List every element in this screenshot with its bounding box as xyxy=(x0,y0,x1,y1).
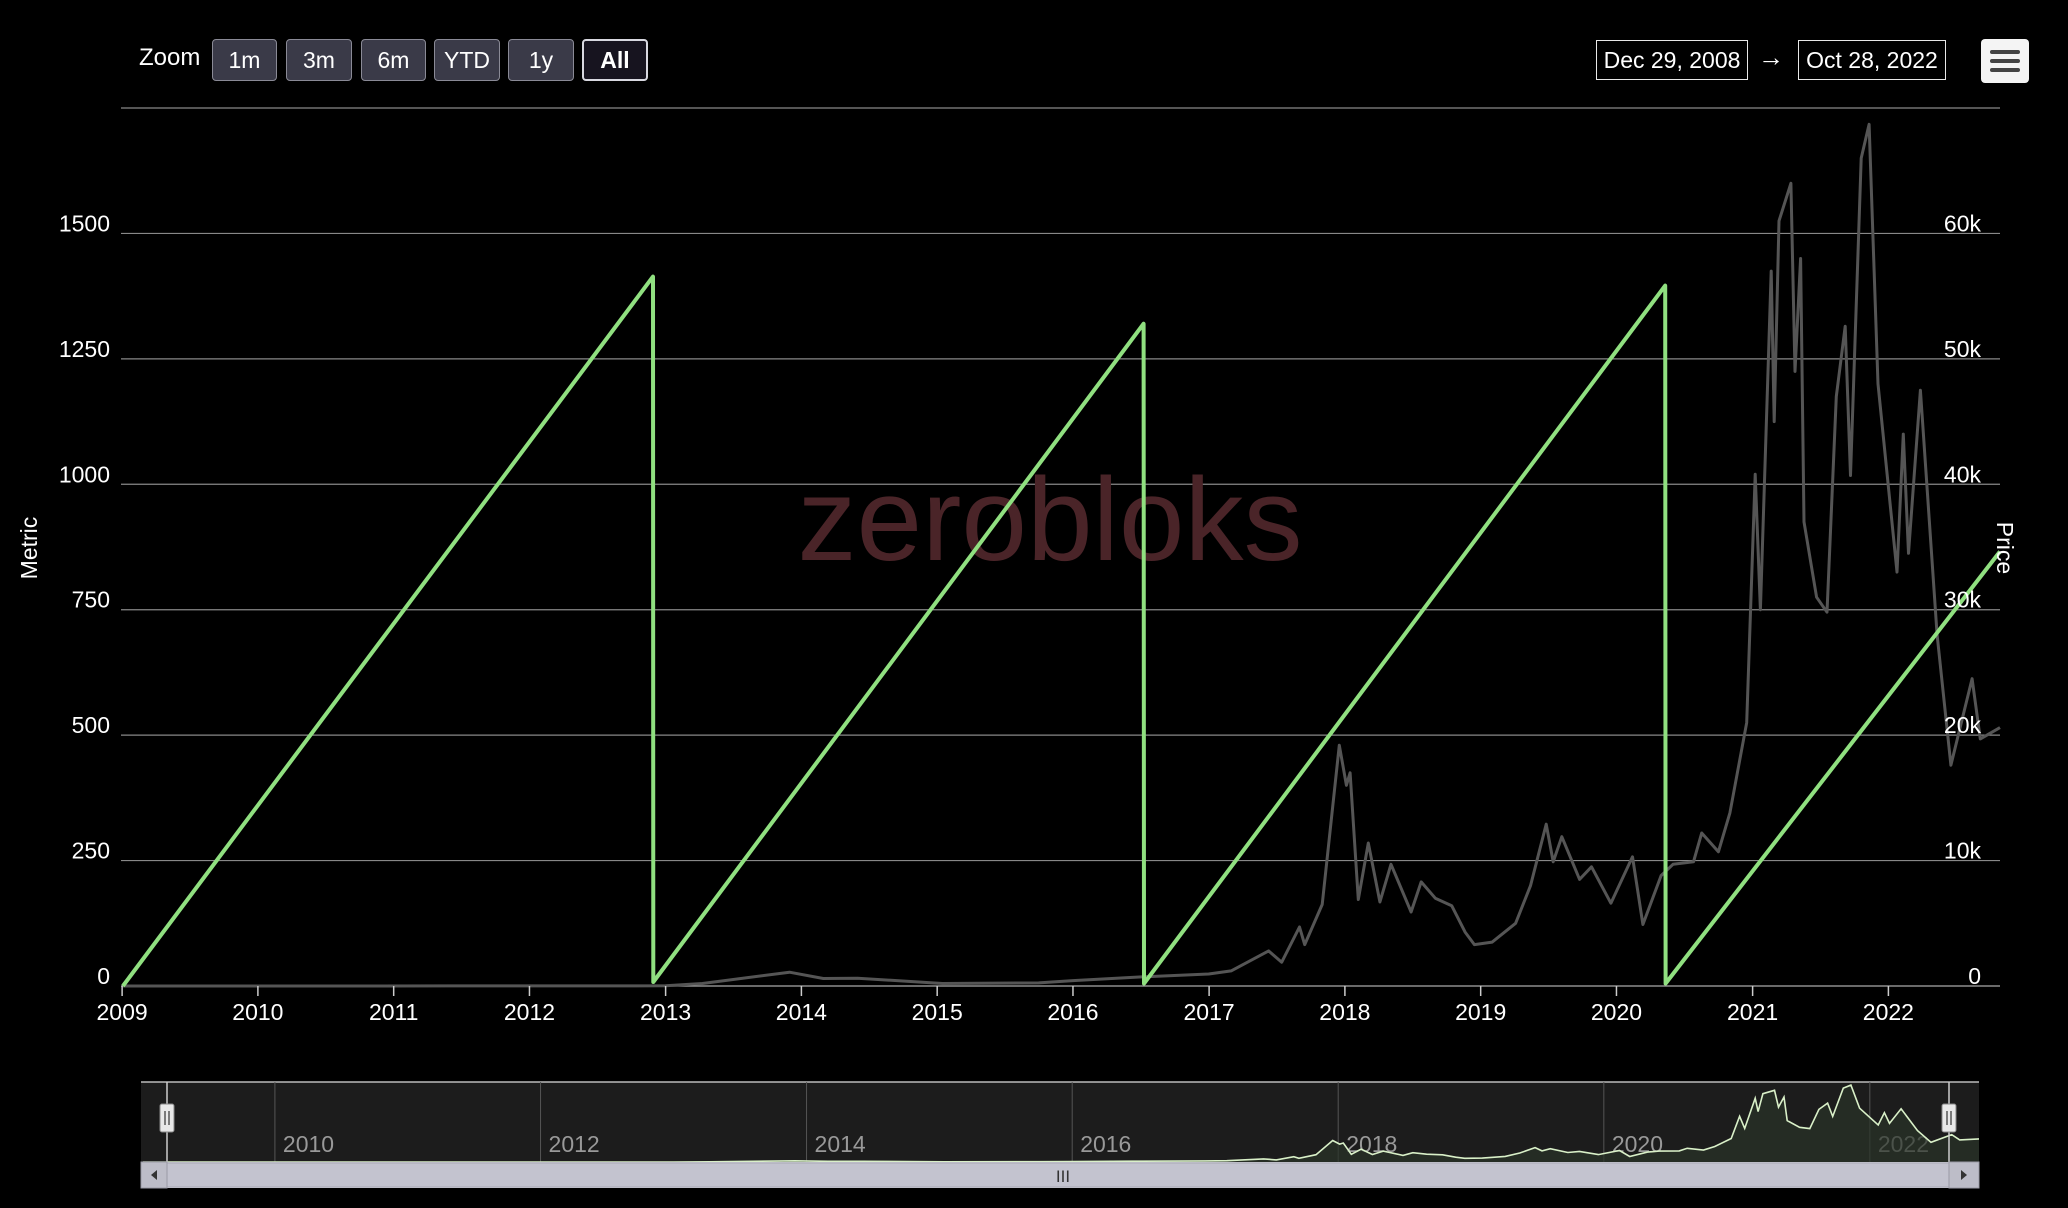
y-axis-right-label: Price xyxy=(1992,522,2018,574)
y-right-tick-label: 60k xyxy=(1944,210,1982,236)
x-tick-label: 2015 xyxy=(912,999,963,1025)
menu-icon-bar xyxy=(1990,50,2020,54)
navigator-background xyxy=(141,1082,1979,1162)
x-tick-label: 2009 xyxy=(97,999,148,1025)
price-series xyxy=(122,122,2001,988)
navigator-label: 2010 xyxy=(283,1131,334,1157)
zoom-label: Zoom xyxy=(139,44,201,71)
y-left-tick-label: 250 xyxy=(72,838,110,864)
date-to-input[interactable]: Oct 28, 2022 xyxy=(1798,40,1946,80)
left-axis-title-group: Metric xyxy=(16,517,42,580)
y-right-tick-label: 10k xyxy=(1944,838,1982,864)
y-right-tick-label: 0 xyxy=(1968,963,1981,989)
metric-line xyxy=(121,274,2002,988)
y-left-tick-label: 500 xyxy=(72,712,110,738)
watermark: zerobloks xyxy=(797,454,1302,586)
zoom-1y-button[interactable]: 1y xyxy=(508,39,574,81)
y-left-tick-label: 1500 xyxy=(59,210,110,236)
zoom-1m-button[interactable]: 1m xyxy=(212,39,277,81)
scrollbar-grip: III xyxy=(1056,1167,1070,1186)
menu-icon-bar xyxy=(1990,59,2020,63)
navigator[interactable]: 2010201220142016201820202022III xyxy=(140,1081,1980,1189)
zoom-all-button[interactable]: All xyxy=(582,39,648,81)
chevron-left-icon xyxy=(151,1170,157,1180)
navigator-label: 2012 xyxy=(549,1131,600,1157)
handle-grip[interactable] xyxy=(159,1103,175,1133)
y-left-tick-label: 750 xyxy=(72,587,110,613)
navigator-right-handle[interactable] xyxy=(1941,1082,1957,1162)
scroll-right-button[interactable] xyxy=(1948,1161,1980,1189)
y-axis-left-label: Metric xyxy=(16,517,42,580)
x-tick-label: 2012 xyxy=(504,999,555,1025)
x-tick-label: 2013 xyxy=(640,999,691,1025)
menu-button[interactable] xyxy=(1981,39,2029,83)
handle-grip[interactable] xyxy=(1941,1103,1957,1133)
x-tick-label: 2011 xyxy=(369,999,418,1025)
chevron-right-icon xyxy=(1961,1170,1967,1180)
scrollbar-thumb[interactable] xyxy=(166,1162,1950,1188)
x-tick-label: 2016 xyxy=(1047,999,1098,1025)
y-right-tick-label: 40k xyxy=(1944,461,1982,487)
date-from-input[interactable]: Dec 29, 2008 xyxy=(1596,40,1748,80)
navigator-label: 2016 xyxy=(1080,1131,1131,1157)
y-left-tick-label: 0 xyxy=(97,963,110,989)
right-axis-title-group: Price xyxy=(1992,522,2018,574)
navigator-area xyxy=(141,1085,1979,1162)
y-right-tick-label: 20k xyxy=(1944,712,1982,738)
axes: 0 250 500 750 1000 1250 1500 0 10k 20k 30k 40k 50k 60… xyxy=(59,210,1982,1025)
x-tick-label: 2021 xyxy=(1727,999,1778,1025)
menu-icon-bar xyxy=(1990,68,2020,72)
navigator-label: 2014 xyxy=(815,1131,866,1157)
x-tick-label: 2014 xyxy=(776,999,827,1025)
metric-series xyxy=(121,274,2002,988)
y-right-tick-label: 50k xyxy=(1944,336,1982,362)
y-left-tick-label: 1250 xyxy=(59,336,110,362)
x-tick-label: 2018 xyxy=(1319,999,1370,1025)
navigator-line xyxy=(142,1084,1980,1163)
x-tick-label: 2020 xyxy=(1591,999,1642,1025)
zoom-ytd-button[interactable]: YTD xyxy=(434,39,500,81)
x-tick-label: 2017 xyxy=(1184,999,1235,1025)
date-range-arrow: → xyxy=(1758,42,1784,72)
zoom-3m-button[interactable]: 3m xyxy=(286,39,352,81)
zoom-6m-button[interactable]: 6m xyxy=(361,39,426,81)
y-left-tick-label: 1000 xyxy=(59,461,110,487)
y-right-tick-label: 30k xyxy=(1944,587,1982,613)
x-tick-label: 2019 xyxy=(1455,999,1506,1025)
x-tick-label: 2010 xyxy=(232,999,283,1025)
x-tick-label: 2022 xyxy=(1863,999,1914,1025)
navigator-left-handle[interactable] xyxy=(159,1082,175,1162)
